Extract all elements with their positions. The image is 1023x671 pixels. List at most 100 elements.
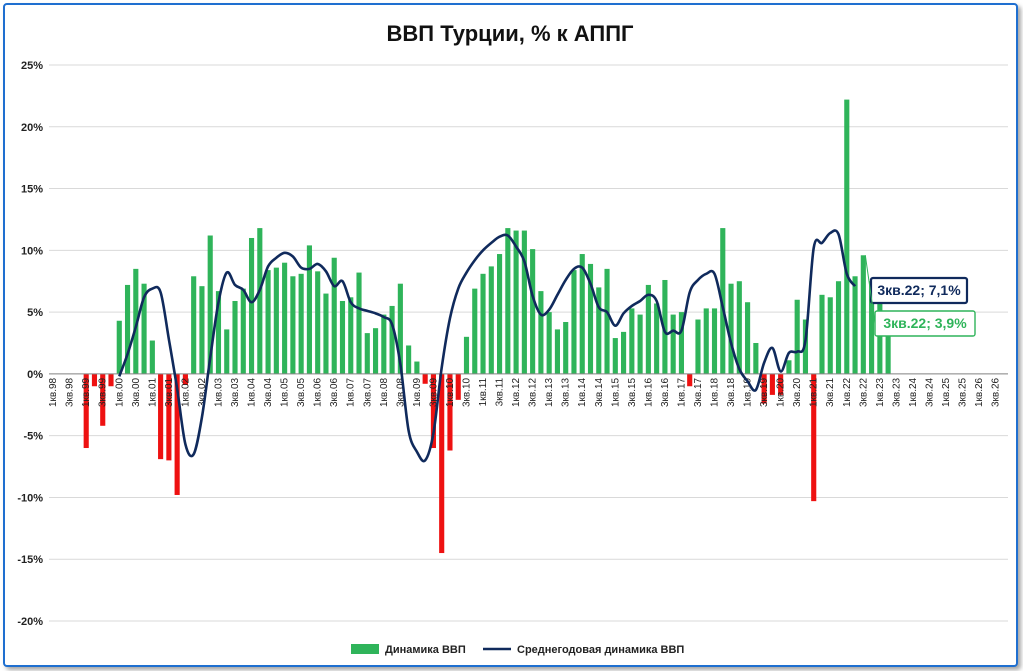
- bar: [811, 373, 817, 502]
- bar: [149, 340, 155, 374]
- callout-label: 3кв.22; 3,9%: [883, 315, 967, 331]
- bar-series: [83, 99, 891, 554]
- x-tick-label: 3кв.02: [197, 377, 208, 407]
- bar: [687, 373, 693, 387]
- bar: [290, 276, 296, 374]
- bar: [207, 235, 213, 374]
- bar: [257, 228, 263, 374]
- bar: [629, 308, 635, 374]
- bar: [315, 271, 321, 374]
- legend-label-line: Среднегодовая динамика ВВП: [517, 644, 684, 656]
- x-tick-label: 3кв.25: [958, 377, 969, 407]
- bar: [273, 267, 279, 374]
- bar: [215, 291, 222, 374]
- y-tick-label: -20%: [17, 616, 43, 628]
- bar: [670, 314, 676, 374]
- bar: [571, 270, 577, 374]
- bar: [612, 338, 618, 374]
- bar: [397, 283, 403, 374]
- bar: [860, 255, 866, 374]
- x-tick-label: 3кв.09: [428, 377, 439, 407]
- bar: [654, 303, 660, 374]
- bar: [827, 297, 833, 374]
- chart-frame: ВВП Турции, % к АППГ 25% 20% 15% 10% 5% 0% -5%…: [3, 3, 1018, 667]
- bar: [463, 336, 470, 374]
- bar: [769, 373, 775, 395]
- bar: [158, 373, 164, 460]
- x-tick-label: 1кв.21: [809, 377, 820, 407]
- bar: [563, 321, 569, 374]
- x-tick-label: 1кв.25: [941, 377, 952, 407]
- x-tick-label: 1кв.14: [577, 377, 588, 407]
- x-tick-label: 3кв.10: [461, 377, 472, 407]
- bar: [372, 328, 379, 374]
- bar: [174, 373, 180, 495]
- x-tick-label: 1кв.04: [247, 377, 258, 407]
- bar: [348, 297, 354, 374]
- x-tick-label: 3кв.98: [65, 377, 76, 407]
- x-tick-label: 1кв.06: [313, 377, 324, 407]
- callout: 3кв.22; 7,1%: [869, 276, 969, 305]
- x-axis: 1кв.98 3кв.98 1кв.99 3кв.99 1кв.00 3кв.00 1кв.…: [48, 373, 1008, 407]
- x-tick-label: 3кв.21: [825, 377, 836, 407]
- bar: [422, 373, 428, 384]
- x-tick-label: 1кв.23: [875, 377, 886, 407]
- bar: [497, 254, 503, 374]
- bar: [530, 249, 536, 374]
- legend-swatch-bar: [351, 644, 379, 654]
- x-tick-label: 3кв.13: [561, 377, 572, 407]
- x-tick-label: 1кв.18: [710, 377, 721, 407]
- bar: [736, 281, 742, 374]
- bar: [678, 312, 685, 374]
- x-tick-label: 3кв.14: [594, 377, 605, 407]
- bar: [364, 333, 370, 374]
- bar: [323, 293, 329, 374]
- x-tick-label: 3кв.07: [362, 377, 373, 407]
- bar: [786, 360, 792, 374]
- callout-box: [874, 310, 976, 337]
- bar: [778, 373, 784, 395]
- bar: [141, 283, 147, 374]
- line-series: [118, 229, 857, 463]
- bar: [554, 329, 560, 374]
- x-tick-label: 3кв.20: [792, 377, 803, 407]
- bar: [331, 257, 337, 374]
- x-tick-label: 3кв.06: [329, 377, 340, 407]
- x-tick-label: 3кв.00: [131, 377, 142, 407]
- x-tick-label: 3кв.12: [528, 377, 539, 407]
- bar: [720, 228, 726, 374]
- bar: [240, 288, 246, 374]
- annotations: 3кв.22; 7,1% 3кв.22; 3,9%: [865, 255, 976, 337]
- bar: [100, 373, 106, 426]
- chart-svg: ВВП Турции, % к АППГ 25% 20% 15% 10% 5% 0% -5%…: [5, 5, 1008, 656]
- bar: [224, 329, 230, 374]
- callout-label: 3кв.22; 7,1%: [877, 282, 961, 298]
- y-tick-label: -10%: [17, 492, 43, 504]
- bar: [645, 284, 651, 374]
- bar: [521, 230, 527, 374]
- callout-box: [869, 276, 969, 305]
- x-tick-label: 1кв.22: [842, 377, 853, 407]
- x-tick-label: 1кв.24: [908, 377, 919, 407]
- x-tick-label: 1кв.98: [48, 377, 59, 407]
- bar: [695, 319, 701, 374]
- x-tick-label: 1кв.17: [676, 377, 687, 407]
- x-tick-label: 1кв.01: [147, 377, 158, 407]
- chart-title: ВВП Турции, % к АППГ: [387, 21, 635, 46]
- x-tick-label: 1кв.13: [544, 377, 555, 407]
- x-tick-label: 3кв.16: [660, 377, 671, 407]
- bar: [794, 299, 800, 374]
- bar: [604, 268, 610, 374]
- bar: [869, 281, 875, 374]
- x-tick-label: 1кв.03: [213, 377, 224, 407]
- bar: [480, 273, 486, 374]
- bar: [265, 270, 271, 374]
- bar: [753, 343, 759, 374]
- x-tick-label: 1кв.99: [81, 377, 92, 407]
- bar: [339, 300, 346, 374]
- bar: [166, 373, 172, 461]
- bar: [248, 237, 255, 374]
- y-tick-label: -5%: [23, 431, 43, 443]
- bar: [728, 283, 734, 374]
- x-tick-label: 1кв.16: [643, 377, 654, 407]
